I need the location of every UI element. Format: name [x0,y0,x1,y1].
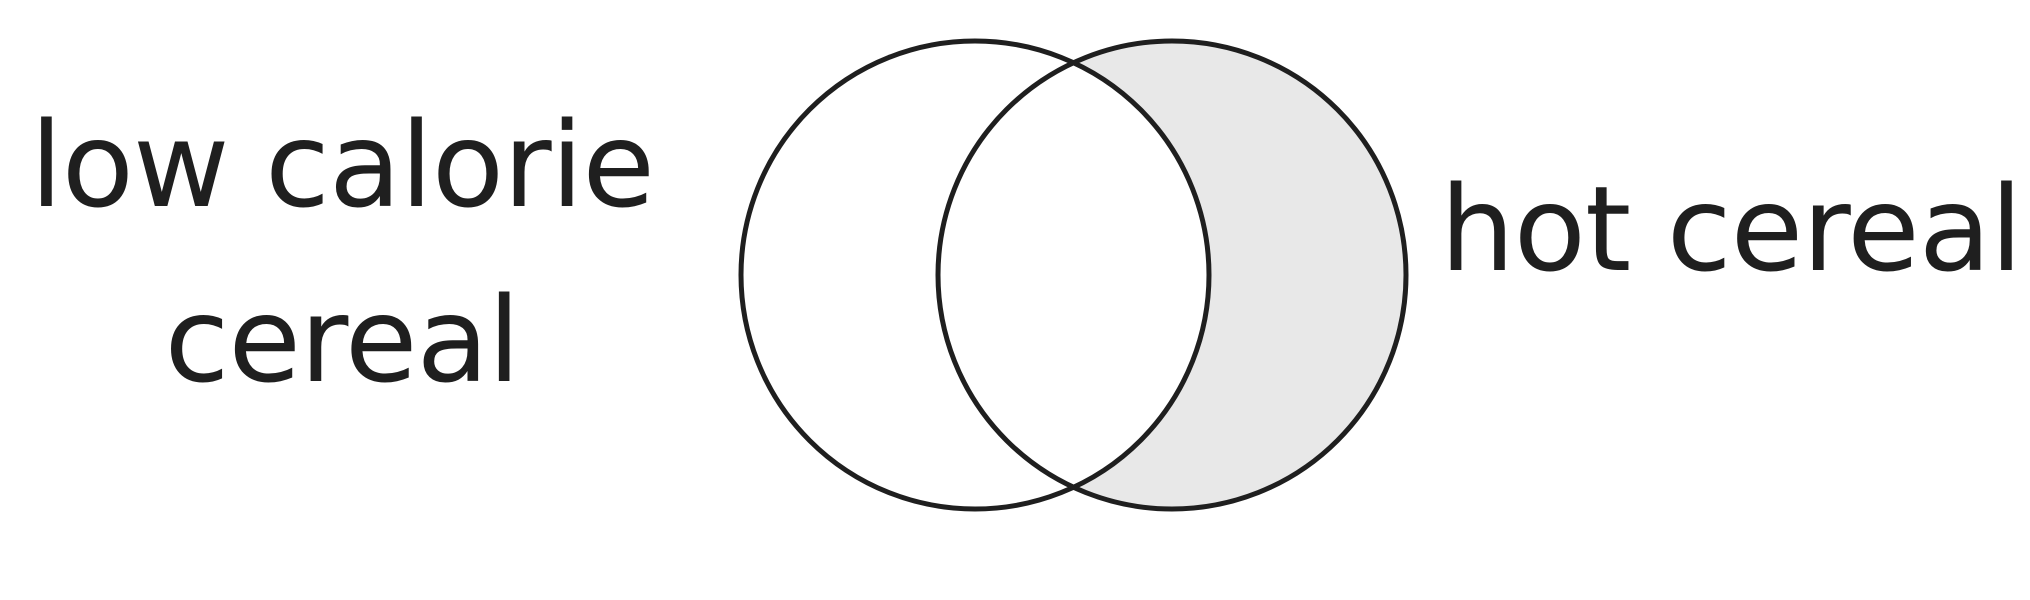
circle-low-calorie-cereal [738,38,1212,512]
set-a-label: low calorie cereal [22,78,662,428]
set-b-label: hot cereal [1440,160,2023,298]
set-a-label-line-2: cereal [164,271,520,409]
circle-hot-cereal [935,38,1409,512]
shaded-region-hot-only [938,41,1406,509]
set-a-label-line-1: low calorie [29,96,655,234]
